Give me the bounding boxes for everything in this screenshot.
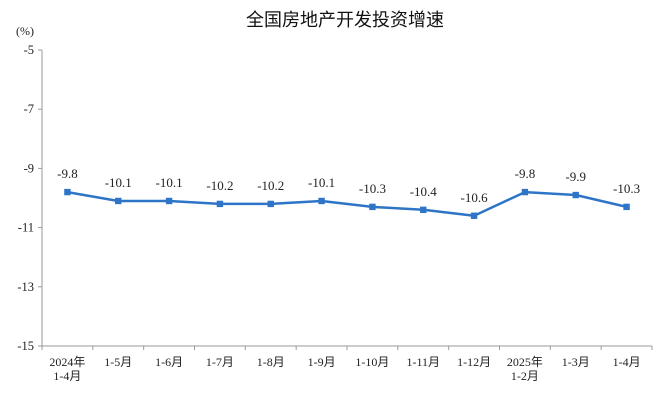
data-label: -10.3 — [613, 181, 640, 196]
data-point — [420, 206, 427, 214]
y-axis-unit: (%) — [16, 24, 34, 38]
data-point — [470, 212, 478, 219]
data-point — [369, 203, 376, 211]
data-point — [623, 203, 630, 211]
data-label: -10.1 — [105, 175, 132, 190]
x-tick-label: 1-4月 — [613, 355, 641, 369]
data-label: -10.2 — [206, 178, 233, 193]
x-tick-label: 1-7月 — [206, 355, 234, 369]
y-tick-label: -9 — [24, 161, 34, 175]
x-tick-label: 1-5月 — [104, 355, 132, 369]
series-line — [64, 188, 630, 219]
data-point — [267, 200, 274, 208]
data-point — [521, 188, 529, 196]
x-tick-label: 1-11月 — [406, 355, 440, 369]
data-point — [115, 197, 122, 205]
y-tick-label: -13 — [17, 280, 34, 294]
data-point — [318, 197, 325, 205]
x-tick-label: 1-4月 — [53, 369, 81, 383]
x-tick-label: 1-2月 — [511, 369, 539, 383]
chart-title: 全国房地产开发投资增速 — [246, 10, 444, 31]
x-tick-label: 1-6月 — [155, 355, 183, 369]
data-point — [572, 191, 579, 199]
x-tick-label: 2025年 — [507, 355, 543, 369]
y-tick-label: -11 — [18, 221, 34, 235]
y-axis-ticks: -5 -7 -9 -11 -13 -15 — [17, 43, 42, 353]
x-tick-label: 1-8月 — [257, 355, 285, 369]
y-tick-label: -15 — [17, 339, 34, 353]
data-label: -9.8 — [515, 166, 536, 181]
x-tick-label: 1-3月 — [562, 355, 590, 369]
data-point — [165, 197, 173, 205]
y-tick-label: -5 — [24, 43, 34, 57]
data-label: -9.9 — [565, 169, 586, 184]
data-labels: -9.8 -10.1 -10.1 -10.2 -10.2 -10.1 -10.3 -10.4 -… — [57, 166, 640, 205]
data-label: -10.6 — [461, 190, 489, 205]
axes — [41, 50, 652, 347]
data-label: -9.8 — [57, 166, 78, 181]
series-line-path — [67, 190, 627, 218]
data-point — [216, 200, 224, 208]
data-label: -10.1 — [156, 175, 183, 190]
data-label: -10.3 — [359, 181, 386, 196]
data-point — [64, 188, 71, 196]
data-label: -10.1 — [308, 175, 335, 190]
data-label: -10.4 — [410, 184, 438, 199]
x-tick-label: 2024年 — [49, 355, 85, 369]
x-tick-label: 1-10月 — [355, 355, 389, 369]
data-label: -10.2 — [257, 178, 284, 193]
x-tick-label: 1-12月 — [457, 355, 491, 369]
x-tick-label: 1-9月 — [308, 355, 336, 369]
y-tick-label: -7 — [24, 102, 34, 116]
